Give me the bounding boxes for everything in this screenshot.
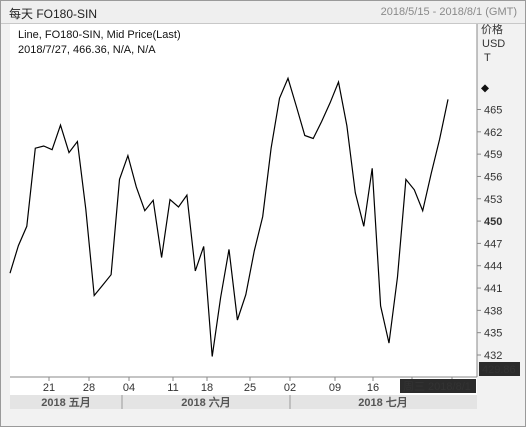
- x-tick-label: 18: [201, 382, 213, 394]
- month-label: 2018 六月: [181, 395, 231, 409]
- month-band: [10, 395, 477, 409]
- plot-area[interactable]: [10, 24, 477, 377]
- x-tick-label: 11: [167, 382, 178, 394]
- y-tick-label: 462: [484, 127, 502, 139]
- y-tick-label: 441: [484, 283, 502, 295]
- axis-header-t: T: [484, 52, 491, 64]
- y-tick-label: 444: [484, 261, 502, 273]
- x-tick-label: 04: [123, 382, 135, 394]
- y-tick-label: 450: [484, 216, 502, 228]
- x-tick-label: 28: [83, 382, 95, 394]
- y-tick-label: 435: [484, 328, 502, 340]
- series-line: [9, 76, 449, 357]
- crosshair-date-tag: [400, 379, 476, 393]
- month-label: 2018 七月: [358, 395, 408, 409]
- last-price-tag: [479, 362, 520, 376]
- x-tick-label: 09: [329, 382, 341, 394]
- y-tick-label: 453: [484, 194, 502, 206]
- legend-series-name: Line, FO180-SIN, Mid Price(Last): [18, 29, 181, 41]
- x-tick-label: 25: [244, 382, 256, 394]
- axis-header-currency: 价格: [481, 22, 503, 36]
- last-price-value: 429.86: [482, 364, 516, 376]
- last-value-marker: [481, 84, 489, 93]
- y-tick-label: 447: [484, 238, 502, 250]
- y-tick-label: 456: [484, 171, 502, 183]
- axis-header-unit: USD: [482, 38, 505, 50]
- x-tick-label: 21: [43, 382, 55, 394]
- x-tick-label: 16: [367, 382, 379, 394]
- month-label: 2018 五月: [41, 396, 91, 409]
- title-bar: 每天 FO180-SIN 2018/5/15 - 2018/8/1 (GMT): [1, 1, 525, 24]
- y-tick-label: 432: [484, 350, 502, 362]
- date-range: 2018/5/15 - 2018/8/1 (GMT): [380, 6, 517, 18]
- legend-last-value: 2018/7/27, 466.36, N/A, N/A: [18, 44, 156, 56]
- y-tick-label: 465: [484, 105, 502, 117]
- x-tick-label: 02: [284, 382, 296, 394]
- window-title: 每天 FO180-SIN: [9, 7, 98, 21]
- y-tick-label: 438: [484, 305, 502, 317]
- x-axis-bar: [10, 377, 477, 395]
- y-tick-label: 459: [484, 149, 502, 161]
- crosshair-date-text: 周三 2018/8/1: [403, 380, 471, 393]
